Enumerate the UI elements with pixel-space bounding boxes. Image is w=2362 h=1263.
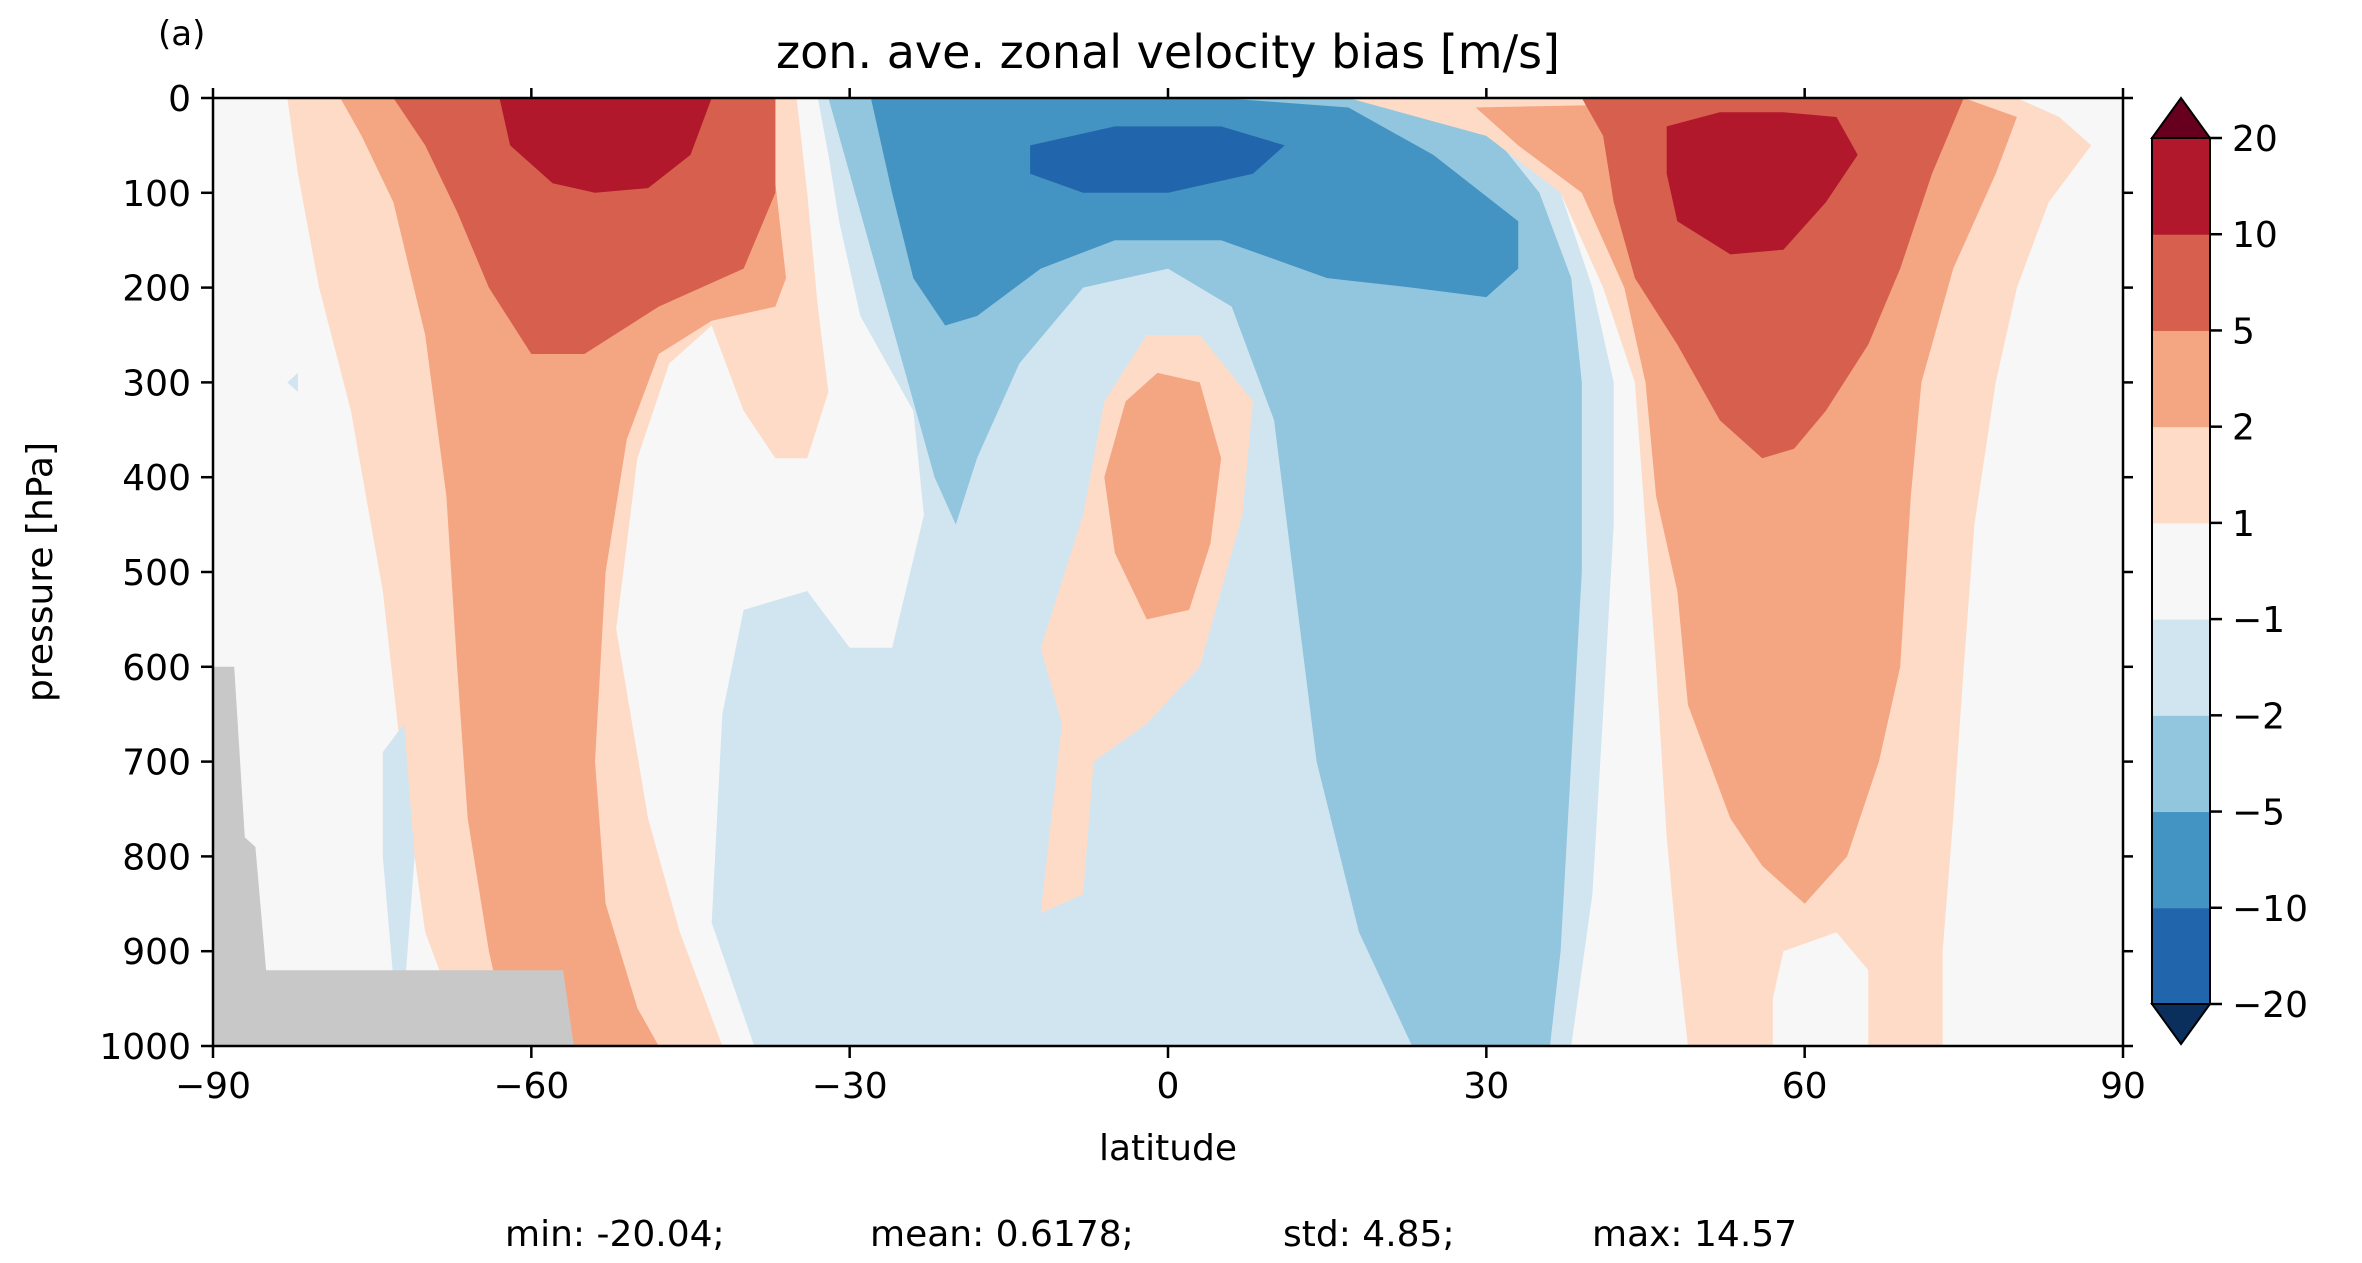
colorbar-tick-label: 5 [2232,311,2255,352]
contour-region-neg-10-7 [1030,126,1285,193]
mask-topography-0 [213,666,574,1046]
contour-region-neg-1-10 [1146,894,1222,1027]
x-tick-label: 60 [1782,1066,1828,1107]
chart-title: zon. ave. zonal velocity bias [m/s] [776,25,1560,79]
x-axis-ticks: −90 −60 −30 0 30 60 90 [175,88,2146,1107]
colorbar-extend-max [2150,96,2212,139]
colorbar-tick-label: −10 [2232,889,2308,930]
topography-masks [213,666,574,1046]
y-tick-label: 1000 [99,1027,191,1068]
colorbar-band [2152,234,2210,331]
stat-min: min: -20.04; [505,1214,725,1255]
stats-line: min: -20.04; mean: 0.6178; std: 4.85; ma… [505,1214,1797,1255]
y-tick-label: 0 [168,79,191,120]
colorbar-band [2152,811,2210,909]
y-axis-label: pressure [hPa] [20,442,61,702]
contour-region-neutral-15 [1772,932,1869,1046]
colorbar-band [2152,715,2210,813]
stat-std: std: 4.85; [1283,1214,1455,1255]
contour-region-pos-10-3 [499,98,712,193]
colorbar-tick-label: 10 [2232,215,2278,256]
x-tick-label: −90 [175,1066,251,1107]
y-tick-label: 400 [122,458,191,499]
contour-region-neg-1-17 [382,723,415,999]
y-tick-label: 100 [122,174,191,215]
y-tick-label: 300 [122,363,191,404]
y-tick-label: 500 [122,553,191,594]
panel-label: (a) [158,14,205,54]
x-tick-label: 90 [2100,1066,2146,1107]
colorbar-tick-label: −2 [2232,696,2285,737]
y-tick-label: 600 [122,648,191,689]
contour-region-pos-10-14 [1666,112,1858,255]
colorbar-tick-label: −1 [2232,600,2285,641]
x-tick-label: −60 [493,1066,569,1107]
colorbar-band [2152,522,2210,620]
colorbar-tick-label: 1 [2232,504,2255,545]
y-tick-label: 700 [122,743,191,784]
contour-region-pos-2-1 [340,98,786,1046]
colorbar-tick-label: 20 [2232,119,2278,160]
colorbar-frame [2151,137,2211,1005]
colorbar-band [2152,138,2210,235]
y-tick-label: 800 [122,837,191,878]
plot-area [211,96,2125,1048]
y-tick-label: 200 [122,269,191,310]
contour-region-neg-2-5 [828,98,1582,1046]
y-axis-ticks: 0 100 200 300 400 500 600 700 800 900 1000 [99,79,2133,1068]
colorbar-band [2152,907,2210,1005]
colorbar-tick-label: −20 [2232,985,2308,1026]
colorbar-band [2152,426,2210,524]
contour-region-pos-2-9 [1104,372,1222,620]
colorbar-band [2152,619,2210,716]
colorbar-tick-label: 2 [2232,408,2255,449]
colorbar-tick-label: −5 [2232,793,2285,834]
stat-max: max: 14.57 [1592,1214,1797,1255]
x-axis-label: latitude [1099,1128,1237,1169]
contour-regions [287,98,2092,1046]
stat-mean: mean: 0.6178; [870,1214,1134,1255]
x-tick-label: 30 [1463,1066,1509,1107]
x-tick-label: −30 [812,1066,888,1107]
contour-region-neg-1-16 [287,372,298,392]
colorbar-extend-min [2150,1003,2212,1046]
colorbar-band [2152,330,2210,428]
x-tick-label: 0 [1157,1066,1180,1107]
colorbar: −20 −10 −5 −2 −1 1 2 5 10 20 [2150,96,2308,1046]
y-tick-label: 900 [122,932,191,973]
